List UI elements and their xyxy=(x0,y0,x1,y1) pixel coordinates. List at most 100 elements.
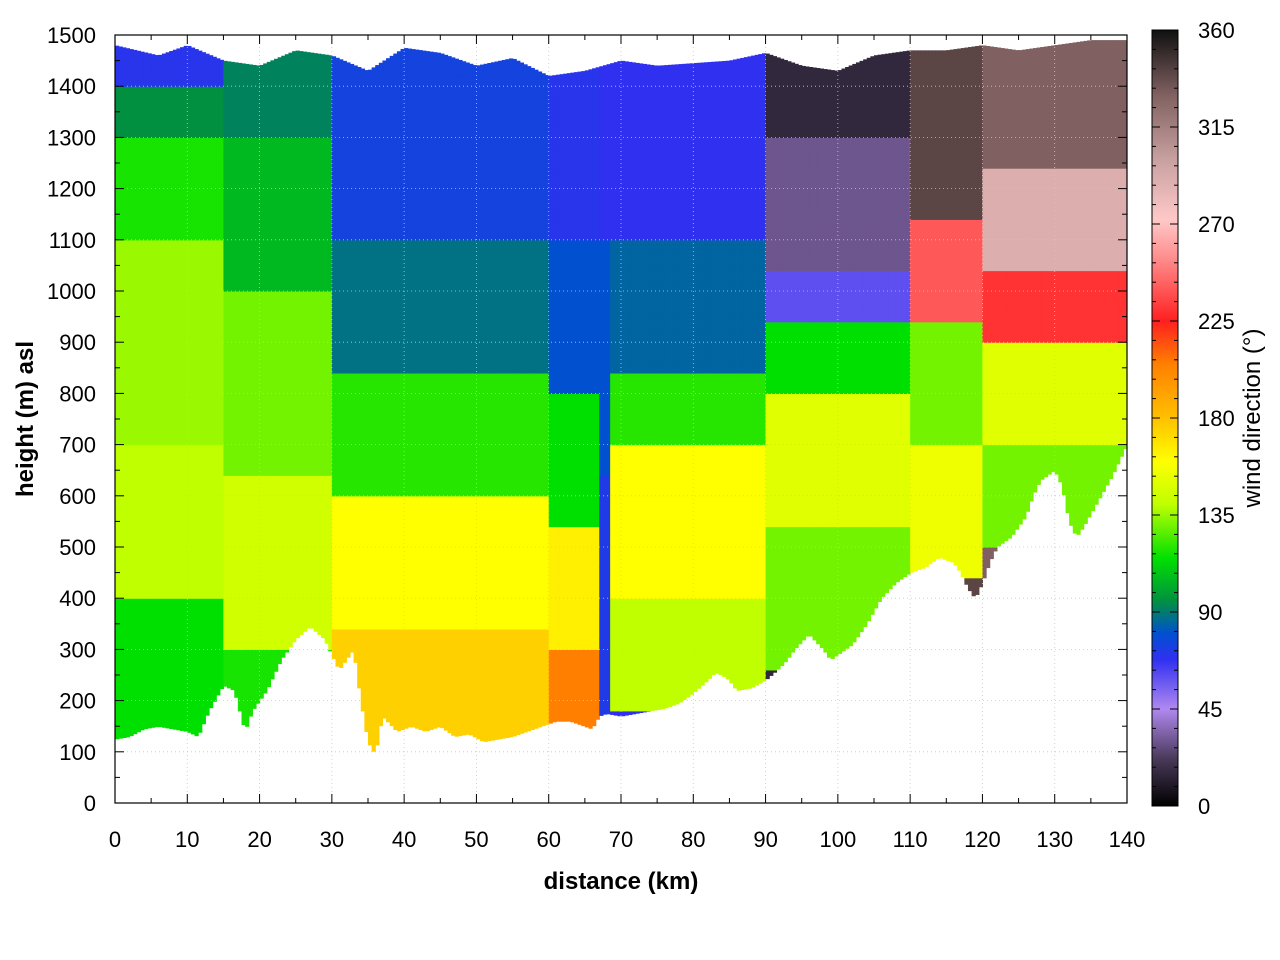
heatmap-cell xyxy=(183,557,188,569)
heatmap-cell xyxy=(288,598,293,610)
heatmap-cell xyxy=(234,690,239,698)
heatmap-cell xyxy=(169,342,174,354)
heatmap-cell xyxy=(237,567,243,579)
heatmap-cell xyxy=(386,413,391,425)
heatmap-cell xyxy=(161,700,167,712)
heatmap-cell xyxy=(151,628,156,640)
heatmap-cell xyxy=(122,311,127,323)
heatmap-cell xyxy=(288,383,293,394)
heatmap-cell xyxy=(353,577,358,589)
heatmap-cell xyxy=(331,239,337,251)
heatmap-cell xyxy=(151,413,156,425)
heatmap-cell xyxy=(169,639,174,650)
heatmap-cell xyxy=(172,116,178,128)
heatmap-cell xyxy=(353,178,358,190)
heatmap-cell xyxy=(364,700,369,712)
heatmap-cell xyxy=(339,168,344,179)
heatmap-cell xyxy=(248,342,253,354)
heatmap-cell xyxy=(136,96,141,108)
heatmap-cell xyxy=(302,526,308,538)
heatmap-cell xyxy=(151,209,156,220)
heatmap-cell xyxy=(227,157,232,169)
heatmap-cell xyxy=(133,710,138,722)
heatmap-cell xyxy=(368,506,373,517)
heatmap-cell xyxy=(248,96,253,108)
heatmap-cell xyxy=(321,362,326,374)
heatmap-cell xyxy=(158,680,163,691)
heatmap-cell xyxy=(158,352,163,364)
heatmap-cell xyxy=(328,291,333,302)
heatmap-cell xyxy=(255,526,261,538)
heatmap-cell xyxy=(245,506,250,517)
heatmap-cell xyxy=(219,75,225,87)
heatmap-cell xyxy=(371,567,376,579)
heatmap-cell xyxy=(115,495,120,507)
heatmap-cell xyxy=(194,495,199,507)
heatmap-cell xyxy=(317,331,322,343)
heatmap-cell xyxy=(364,424,369,435)
heatmap-cell xyxy=(386,106,391,118)
heatmap-cell xyxy=(335,495,340,507)
heatmap-cell xyxy=(266,628,272,640)
heatmap-cell xyxy=(241,516,246,528)
heatmap-cell xyxy=(201,188,206,200)
heatmap-cell xyxy=(115,393,120,405)
heatmap-cell xyxy=(375,178,380,190)
heatmap-cell xyxy=(368,567,373,579)
heatmap-cell xyxy=(183,649,188,661)
heatmap-cell xyxy=(299,577,304,589)
heatmap-cell xyxy=(378,209,384,220)
heatmap-cell xyxy=(230,61,235,67)
heatmap-cell xyxy=(241,618,246,630)
heatmap-cell xyxy=(284,229,290,241)
heatmap-cell xyxy=(165,577,170,589)
heatmap-cell xyxy=(386,65,391,77)
heatmap-cell xyxy=(393,618,398,630)
heatmap-cell xyxy=(375,618,380,630)
heatmap-cell xyxy=(292,628,297,640)
heatmap-cell xyxy=(375,649,380,661)
heatmap-cell xyxy=(321,188,326,200)
heatmap-cell xyxy=(321,372,326,384)
heatmap-cell xyxy=(212,178,217,190)
heatmap-cell xyxy=(263,116,268,128)
heatmap-cell xyxy=(360,127,365,138)
heatmap-cell xyxy=(234,516,239,528)
heatmap-cell xyxy=(393,598,398,610)
heatmap-cell xyxy=(208,137,214,149)
heatmap-cell xyxy=(317,403,322,415)
heatmap-cell xyxy=(198,557,203,569)
heatmap-cell xyxy=(292,352,297,364)
heatmap-cell xyxy=(115,506,120,517)
heatmap-cell xyxy=(281,495,286,507)
heatmap-cell xyxy=(133,239,138,251)
heatmap-cell xyxy=(198,321,203,333)
heatmap-cell xyxy=(321,280,326,292)
heatmap-cell xyxy=(198,485,203,497)
heatmap-cell xyxy=(172,577,178,589)
heatmap-cell xyxy=(223,536,228,548)
heatmap-cell xyxy=(118,229,123,241)
heatmap-cell xyxy=(346,475,351,487)
heatmap-cell xyxy=(302,198,308,210)
heatmap-cell xyxy=(216,209,221,220)
heatmap-cell xyxy=(216,86,221,98)
heatmap-cell xyxy=(386,58,391,67)
heatmap-cell xyxy=(346,116,351,128)
heatmap-cell xyxy=(378,137,384,149)
heatmap-cell xyxy=(288,137,293,149)
heatmap-cell xyxy=(259,116,264,128)
heatmap-cell xyxy=(122,75,127,87)
heatmap-cell xyxy=(266,65,272,77)
heatmap-cell xyxy=(263,639,268,650)
heatmap-cell xyxy=(346,413,351,425)
heatmap-cell xyxy=(284,557,290,569)
heatmap-cell xyxy=(277,506,282,517)
heatmap-cell xyxy=(219,628,225,640)
heatmap-cell xyxy=(136,608,141,620)
heatmap-cell xyxy=(266,393,272,405)
heatmap-cell xyxy=(328,567,333,579)
heatmap-cell xyxy=(241,639,246,650)
heatmap-cell xyxy=(357,291,362,302)
heatmap-cell xyxy=(346,168,351,179)
